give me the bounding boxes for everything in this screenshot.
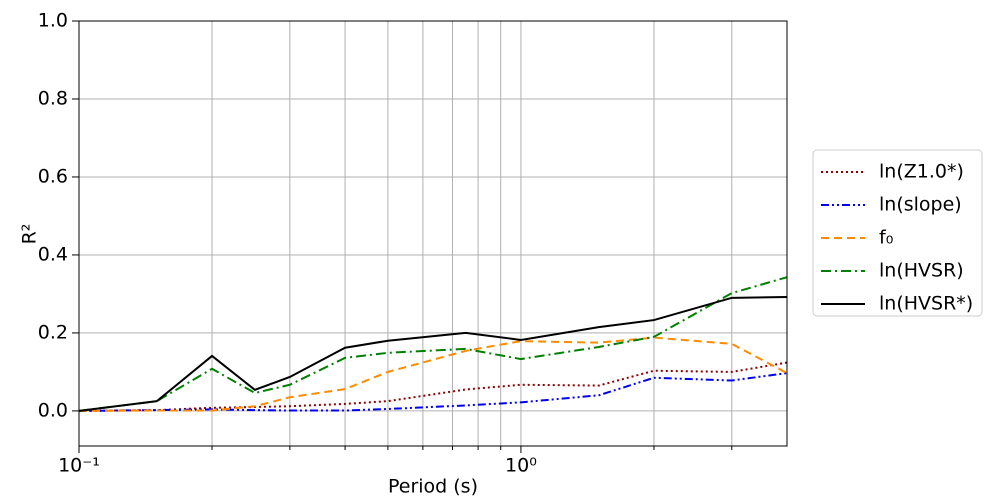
legend-box — [812, 149, 983, 317]
y-tick-label: 0.0 — [38, 399, 68, 421]
x-axis-label: Period (s) — [388, 476, 478, 498]
legend-label: f₀ — [879, 227, 893, 249]
legend-label: ln(HVSR*) — [879, 293, 973, 315]
legend-label: ln(slope) — [879, 194, 962, 216]
y-tick-label: 1.0 — [38, 10, 68, 32]
x-tick-label: 10⁰ — [505, 455, 537, 477]
y-tick-label: 0.4 — [38, 243, 68, 265]
plot-frame — [78, 20, 788, 447]
series-line — [79, 361, 787, 412]
series-line — [79, 276, 787, 412]
series-line — [79, 296, 787, 412]
y-axis-label: R² — [19, 224, 41, 245]
series-line — [79, 372, 787, 412]
y-tick-label: 0.8 — [38, 87, 68, 109]
y-tick-label: 0.2 — [38, 321, 68, 343]
y-tick-label: 0.6 — [38, 165, 68, 187]
legend-label: ln(HVSR) — [879, 260, 964, 282]
x-tick-label: 10⁻¹ — [58, 455, 100, 477]
series-line — [79, 336, 787, 412]
legend-label: ln(Z1.0*) — [879, 161, 964, 183]
